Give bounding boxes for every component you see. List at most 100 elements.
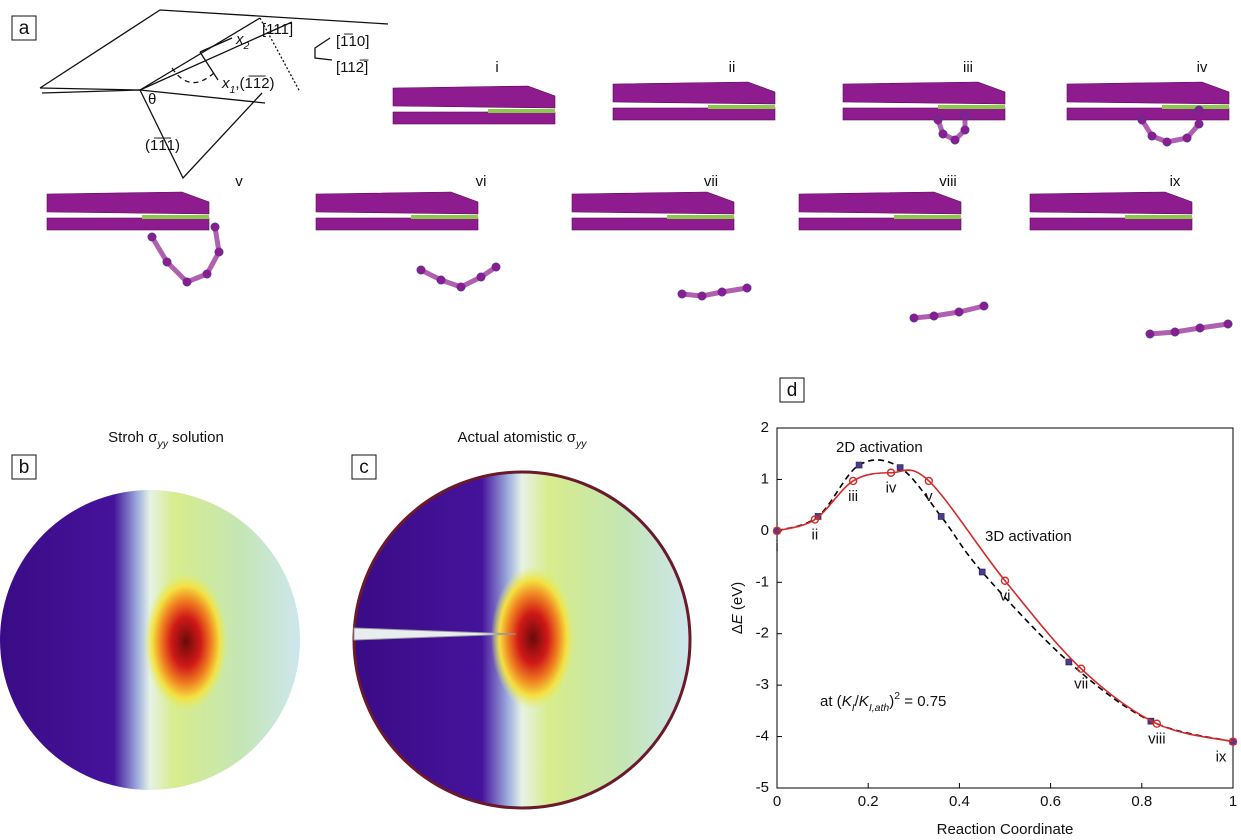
stacking-fault <box>411 215 478 219</box>
crack-slab <box>1030 192 1192 214</box>
stacking-fault <box>142 215 209 219</box>
point-label: v <box>925 488 933 505</box>
crack-slab <box>613 82 775 104</box>
frame-label: iii <box>963 59 973 76</box>
point-label: ix <box>1216 749 1227 766</box>
axis-label: x2 <box>235 31 250 52</box>
content: a b c d [111] [1̅10] [112̅] (1̅1̅1) θ x2 x1,(1̅1̅2… <box>0 16 1237 838</box>
x-tick-label: 0 <box>773 793 781 810</box>
frame-label: viii <box>939 173 957 190</box>
angle-arc <box>172 68 215 83</box>
dislocation-line <box>1150 324 1228 334</box>
panel-title-part: Actual atomistic σ <box>458 429 577 446</box>
x-tick-label: 1 <box>1229 793 1237 810</box>
y-axis-label-part: Δ <box>729 624 746 634</box>
dislocation-line <box>914 306 984 318</box>
stacking-fault <box>1125 215 1192 219</box>
stacking-fault <box>938 105 1005 109</box>
stacking-fault <box>667 215 734 219</box>
annotation-part: at ( <box>820 693 842 710</box>
y-tick-label: -5 <box>756 779 769 796</box>
direction-label: [111] <box>262 21 293 38</box>
marker <box>938 513 944 519</box>
x-tick-label: 0.4 <box>949 793 970 810</box>
crack-slab <box>1030 218 1192 230</box>
frame-label: ix <box>1170 173 1181 190</box>
panel-title: Actual atomistic σyy <box>458 429 588 450</box>
stacking-fault <box>894 215 961 219</box>
x-axis-label: Reaction Coordinate <box>937 821 1074 838</box>
crack-slab <box>799 218 961 230</box>
y-axis-label: ΔE (eV) <box>729 582 746 635</box>
crack-slab <box>799 192 961 214</box>
stacking-fault <box>488 109 555 113</box>
direction-label: [1̅10] <box>336 33 369 50</box>
y-tick-label: -4 <box>756 728 769 745</box>
crack-slab <box>1067 108 1229 120</box>
point-label: viii <box>1148 731 1166 748</box>
frame-label: iv <box>1197 59 1208 76</box>
y-tick-label: 0 <box>761 522 769 539</box>
dislocation-line <box>152 227 219 282</box>
y-tick-label: -1 <box>756 573 769 590</box>
crack-slab <box>316 218 478 230</box>
frame-label: vi <box>476 173 487 190</box>
panel-label: a <box>19 18 30 39</box>
crack-slab <box>613 108 775 120</box>
y-axis-label-part: (eV) <box>729 582 746 615</box>
panel-title-part: solution <box>168 429 224 446</box>
frame-label: v <box>235 173 243 190</box>
point-label: vi <box>1000 588 1011 605</box>
point-label: iv <box>886 480 897 497</box>
point-label: i <box>775 538 778 555</box>
panel-label: d <box>787 380 798 401</box>
marker <box>897 465 903 471</box>
panel-title-part: Stroh σ <box>108 429 158 446</box>
crack-slab <box>843 108 1005 120</box>
crack-slab <box>572 218 734 230</box>
frame-label: ii <box>729 59 736 76</box>
direction-triad <box>315 38 332 60</box>
axis-arrow <box>200 38 232 52</box>
axis-label-part: 2 <box>243 40 250 52</box>
series-name: 2D activation <box>836 439 923 456</box>
figure: a b c d [111] [1̅10] [112̅] (1̅1̅1) θ x2 x1,(1̅1̅2… <box>0 0 1241 840</box>
stacking-fault <box>708 105 775 109</box>
crack-slab <box>572 192 734 214</box>
panel-title-part: yy <box>575 438 587 450</box>
frame-label: i <box>495 59 498 76</box>
crack-slab <box>393 86 555 108</box>
crack-slab <box>47 218 209 230</box>
y-tick-label: 2 <box>761 419 769 436</box>
series-name: 3D activation <box>985 528 1072 545</box>
x-tick-label: 0.8 <box>1131 793 1152 810</box>
dislocation-line <box>682 288 747 296</box>
dislocation-line <box>421 267 496 287</box>
crack-slab <box>316 192 478 214</box>
stress-concentration <box>144 572 228 712</box>
y-tick-label: -3 <box>756 676 769 693</box>
crack-slab <box>1067 82 1229 104</box>
page: {"panel_labels": ["a", "b", "c", "d"], "… <box>0 0 1241 840</box>
marker <box>1066 659 1072 665</box>
y-tick-label: -2 <box>756 625 769 642</box>
plane-label: (1̅1̅1) <box>145 137 180 154</box>
panel-title-part: yy <box>156 438 168 450</box>
marker <box>856 462 862 468</box>
axis-label: x1,(1̅1̅2) <box>221 75 275 96</box>
annotation-part: = 0.75 <box>900 693 946 710</box>
crack-slab <box>843 82 1005 104</box>
direction-label: [112̅] <box>336 59 369 76</box>
x-tick-label: 0.2 <box>858 793 879 810</box>
plane-edge <box>140 90 262 178</box>
annotation-part: I,ath <box>869 702 890 714</box>
point-label: ii <box>812 527 819 544</box>
point-label: iii <box>848 488 858 505</box>
marker <box>979 569 985 575</box>
panel-title: Stroh σyy solution <box>108 429 224 450</box>
angle-label: θ <box>148 91 156 108</box>
panel-label: b <box>19 457 30 478</box>
panel-label: c <box>359 457 369 478</box>
frame-label: vii <box>704 173 718 190</box>
crack-slab <box>47 192 209 214</box>
